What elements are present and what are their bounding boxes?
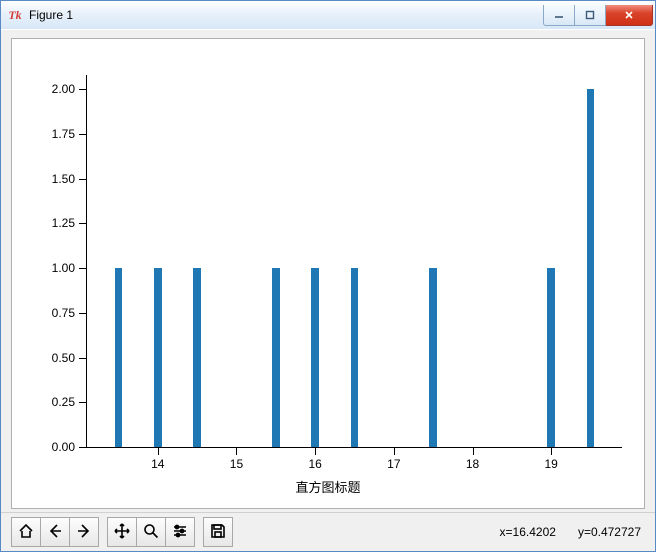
ytick-label: 2.00	[52, 82, 75, 96]
ytick-label: 0.25	[52, 395, 75, 409]
ytick-label: 1.00	[52, 261, 75, 275]
ytick	[79, 134, 87, 135]
chart-bar	[272, 268, 280, 447]
ytick-label: 0.00	[52, 440, 75, 454]
tool-group-save	[203, 517, 233, 547]
chart-bar	[115, 268, 123, 447]
arrow-left-icon	[47, 523, 63, 542]
ytick-label: 0.50	[52, 351, 75, 365]
titlebar[interactable]: Tk Figure 1	[1, 1, 655, 30]
client-area: 0.00 0.25 0.50 0.75 1.00 1.25 1.50 1.75 2.00 14 15…	[1, 29, 655, 551]
xtick	[473, 447, 474, 455]
xtick-label: 15	[230, 457, 243, 471]
ytick	[79, 313, 87, 314]
save-button[interactable]	[203, 517, 233, 547]
ytick	[79, 223, 87, 224]
ytick-label: 1.25	[52, 216, 75, 230]
tool-group-view	[107, 517, 195, 547]
xtick	[236, 447, 237, 455]
figure-canvas[interactable]: 0.00 0.25 0.50 0.75 1.00 1.25 1.50 1.75 2.00 14 15…	[11, 38, 645, 509]
chart-bar	[429, 268, 437, 447]
chart-axes: 0.000.250.500.751.001.251.501.752.001415…	[86, 75, 622, 448]
nav-toolbar: x=16.4202 y=0.472727	[1, 512, 655, 551]
chart-bar	[311, 268, 319, 447]
zoom-button[interactable]	[136, 517, 166, 547]
cursor-status: x=16.4202 y=0.472727	[500, 525, 645, 539]
zoom-icon	[143, 523, 159, 542]
ytick-label: 0.75	[52, 306, 75, 320]
ytick	[79, 402, 87, 403]
xtick-label: 19	[545, 457, 558, 471]
ytick	[79, 268, 87, 269]
xtick-label: 18	[466, 457, 479, 471]
chart-bar	[193, 268, 201, 447]
window-title: Figure 1	[29, 8, 73, 22]
xtick-label: 17	[387, 457, 400, 471]
xtick-label: 16	[308, 457, 321, 471]
close-button[interactable]	[606, 5, 653, 26]
home-button[interactable]	[11, 517, 41, 547]
chart-bar	[351, 268, 359, 447]
status-x: x=16.4202	[500, 525, 556, 539]
chart-bar	[587, 89, 595, 447]
ytick-label: 1.50	[52, 172, 75, 186]
ytick	[79, 89, 87, 90]
back-button[interactable]	[40, 517, 70, 547]
chart-xlabel: 直方图标题	[295, 477, 360, 496]
arrow-right-icon	[76, 523, 92, 542]
xtick	[394, 447, 395, 455]
move-icon	[114, 523, 130, 542]
plot-area	[87, 75, 622, 447]
minimize-button[interactable]	[543, 5, 575, 26]
ytick	[79, 358, 87, 359]
forward-button[interactable]	[69, 517, 99, 547]
app-icon: Tk	[7, 7, 23, 23]
ytick	[79, 179, 87, 180]
figure-window: Tk Figure 1 0.00 0.25 0.50 0.75 1.00 1.25 1.50…	[0, 0, 656, 552]
status-y: y=0.472727	[578, 525, 641, 539]
titlebar-left: Tk Figure 1	[7, 7, 73, 23]
tool-group-nav	[11, 517, 99, 547]
pan-button[interactable]	[107, 517, 137, 547]
chart-bar	[154, 268, 162, 447]
ytick-label: 1.75	[52, 127, 75, 141]
configure-button[interactable]	[165, 517, 195, 547]
home-icon	[18, 523, 34, 542]
xtick	[551, 447, 552, 455]
ytick	[79, 447, 87, 448]
xtick	[158, 447, 159, 455]
window-buttons	[543, 5, 653, 25]
xtick	[315, 447, 316, 455]
maximize-button[interactable]	[575, 5, 606, 26]
save-icon	[210, 523, 226, 542]
chart-bar	[547, 268, 555, 447]
xtick-label: 14	[151, 457, 164, 471]
sliders-icon	[172, 523, 188, 542]
